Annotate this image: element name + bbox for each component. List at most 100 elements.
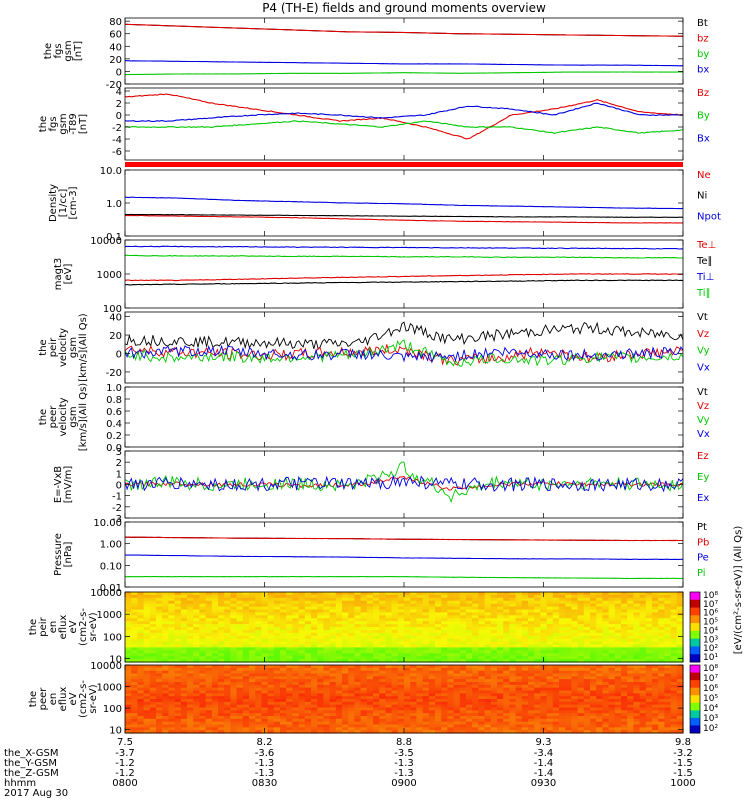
spectrogram-cell xyxy=(676,600,684,605)
spectrogram-cell xyxy=(211,710,219,714)
spectrogram-cell xyxy=(317,679,324,683)
spectrogram-cell xyxy=(397,676,405,680)
spectrogram-cell xyxy=(149,673,157,677)
spectrogram-cell xyxy=(639,650,647,654)
spectrogram-cell xyxy=(503,693,510,697)
spectrogram-cell xyxy=(317,718,324,723)
y-label-line: [nPa] xyxy=(63,541,74,567)
spectrogram-cell xyxy=(416,624,424,628)
spectrogram-cell xyxy=(125,641,132,646)
y-tick-label: 3 xyxy=(116,447,122,458)
spectrogram-cell xyxy=(379,624,386,628)
spectrogram-cell xyxy=(199,713,207,717)
spectrogram-cell xyxy=(131,679,138,683)
spectrogram-cell xyxy=(397,670,405,675)
spectrogram-cell xyxy=(354,690,362,694)
spectrogram-cell xyxy=(385,690,393,694)
spectrogram-cell xyxy=(645,704,653,709)
spectrogram-cell xyxy=(267,727,275,731)
spectrogram-cell xyxy=(174,707,182,711)
spectrogram-cell xyxy=(404,618,411,622)
spectrogram-cell xyxy=(335,707,343,711)
spectrogram-cell xyxy=(397,615,405,619)
spectrogram-cell xyxy=(447,615,455,619)
spectrogram-cell xyxy=(261,721,269,726)
spectrogram-cell xyxy=(373,665,380,669)
spectrogram-cell xyxy=(614,624,622,628)
spectrogram-cell xyxy=(614,684,622,689)
spectrogram-cell xyxy=(515,690,523,694)
spectrogram-cell xyxy=(218,682,225,686)
spectrogram-cell xyxy=(230,632,238,637)
spectrogram-cell xyxy=(199,665,207,669)
ephemeris-value: -1.3 xyxy=(394,768,414,779)
spectrogram-cell xyxy=(484,656,492,660)
spectrogram-cell xyxy=(149,592,157,596)
spectrogram-cell xyxy=(583,629,591,634)
spectrogram-cell xyxy=(236,676,244,680)
spectrogram-cell xyxy=(528,670,535,675)
spectrogram-cell xyxy=(143,659,151,663)
spectrogram-cell xyxy=(590,676,597,680)
spectrogram-cell xyxy=(559,656,566,660)
spectrogram-cell xyxy=(410,667,417,672)
spectrogram-cell xyxy=(249,600,256,605)
spectrogram-cell xyxy=(205,635,213,640)
spectrogram-cell xyxy=(614,707,622,711)
spectrogram-cell xyxy=(156,656,163,660)
spectrogram-cell xyxy=(608,687,616,692)
spectrogram-cell xyxy=(652,730,659,734)
spectrogram-cell xyxy=(590,724,597,728)
spectrogram-cell xyxy=(627,627,634,631)
spectrogram-cell xyxy=(540,690,548,694)
spectrogram-cell xyxy=(515,667,523,672)
spectrogram-cell xyxy=(205,629,213,634)
spectrogram-cell xyxy=(466,727,473,731)
spectrogram-cell xyxy=(298,615,306,619)
spectrogram-cell xyxy=(230,647,238,651)
panel-9: 10⁸10⁷10⁶10⁵10⁴10³10²10¹10000100010010th… xyxy=(28,588,718,666)
spectrogram-cell xyxy=(323,676,331,680)
spectrogram-cell xyxy=(552,659,560,663)
spectrogram-cell xyxy=(162,676,169,680)
spectrogram-cell xyxy=(311,682,318,686)
spectrogram-cell xyxy=(633,667,641,672)
spectrogram-cell xyxy=(490,659,498,663)
spectrogram-cell xyxy=(255,635,262,640)
spectrogram-cell xyxy=(596,724,603,728)
spectrogram-cell xyxy=(652,597,659,602)
spectrogram-cell xyxy=(292,710,300,714)
spectrogram-cell xyxy=(521,635,529,640)
spectrogram-cell xyxy=(484,667,492,672)
spectrogram-cell xyxy=(193,699,200,703)
spectrogram-cell xyxy=(218,603,225,608)
spectrogram-cell xyxy=(224,716,231,720)
spectrogram-cell xyxy=(571,594,579,599)
panel-frame xyxy=(124,386,684,448)
spectrogram-cell xyxy=(273,644,281,649)
spectrogram-cell xyxy=(137,710,145,714)
spectrogram-cell xyxy=(261,600,269,605)
spectrogram-cell xyxy=(230,618,238,622)
spectrogram-cell xyxy=(676,710,684,714)
spectrogram-cell xyxy=(528,665,535,669)
spectrogram-cell xyxy=(261,621,269,625)
spectrogram-cell xyxy=(311,721,318,726)
spectrogram-cell xyxy=(193,627,200,631)
spectrogram-cell xyxy=(559,724,566,728)
spectrogram-cell xyxy=(658,627,665,631)
spectrogram-cell xyxy=(255,707,262,711)
spectrogram-cell xyxy=(645,690,653,694)
spectrogram-cell xyxy=(162,647,169,651)
spectrogram-cell xyxy=(354,650,362,654)
spectrogram-cell xyxy=(187,710,194,714)
spectrogram-cell xyxy=(478,632,486,637)
spectrogram-cell xyxy=(652,716,659,720)
spectrogram-cell xyxy=(614,647,622,651)
spectrogram-cell xyxy=(633,696,641,700)
spectrogram-cell xyxy=(342,730,349,734)
spectrogram-cell xyxy=(441,647,448,651)
spectrogram-cell xyxy=(670,667,678,672)
spectrogram-cell xyxy=(249,682,256,686)
spectrogram-cell xyxy=(528,710,535,714)
